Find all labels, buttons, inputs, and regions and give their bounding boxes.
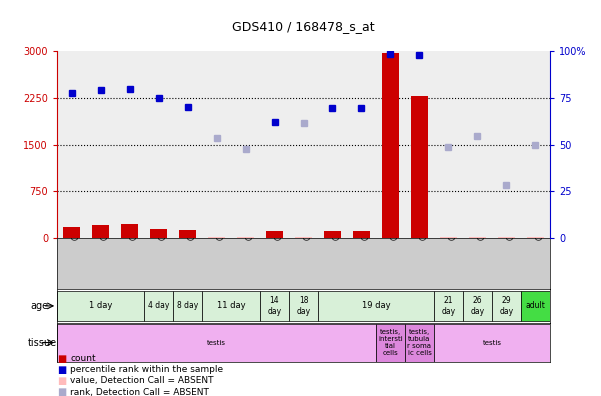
Text: ■: ■ xyxy=(57,365,66,375)
Text: tissue: tissue xyxy=(28,337,57,348)
Bar xyxy=(202,291,260,321)
Text: 29
day: 29 day xyxy=(499,296,513,316)
Bar xyxy=(57,291,144,321)
Bar xyxy=(150,228,167,238)
Bar xyxy=(463,291,492,321)
Text: 4 day: 4 day xyxy=(148,301,169,310)
Bar xyxy=(144,291,173,321)
Bar xyxy=(492,291,521,321)
Text: 26
day: 26 day xyxy=(471,296,484,316)
Text: GSM9885: GSM9885 xyxy=(216,204,225,240)
Text: testis,
tubula
r soma
ic cells: testis, tubula r soma ic cells xyxy=(407,329,432,356)
Bar xyxy=(92,225,109,238)
Bar xyxy=(526,237,544,238)
Text: GSM9912: GSM9912 xyxy=(391,204,400,240)
Text: GSM9891: GSM9891 xyxy=(275,204,284,240)
Text: value, Detection Call = ABSENT: value, Detection Call = ABSENT xyxy=(70,377,214,385)
Text: GSM9888: GSM9888 xyxy=(246,204,255,240)
Text: GSM9915: GSM9915 xyxy=(419,204,429,240)
Bar xyxy=(434,291,463,321)
Bar xyxy=(63,227,81,238)
Text: 14
day: 14 day xyxy=(267,296,282,316)
Text: GSM9873: GSM9873 xyxy=(100,204,109,240)
Bar xyxy=(295,237,312,238)
Bar xyxy=(173,291,202,321)
Text: count: count xyxy=(70,354,96,363)
Text: GSM9897: GSM9897 xyxy=(332,204,341,240)
Text: GSM9876: GSM9876 xyxy=(130,204,139,240)
Text: GSM9906: GSM9906 xyxy=(477,204,486,240)
Text: 8 day: 8 day xyxy=(177,301,198,310)
Text: age: age xyxy=(30,301,49,311)
Bar xyxy=(353,231,370,238)
Bar xyxy=(121,224,138,238)
Bar xyxy=(289,291,318,321)
Text: ■: ■ xyxy=(57,387,66,396)
Text: GSM9900: GSM9900 xyxy=(361,204,370,240)
Bar xyxy=(376,324,405,362)
Text: 1 day: 1 day xyxy=(89,301,112,310)
Text: 11 day: 11 day xyxy=(217,301,245,310)
Bar xyxy=(521,291,550,321)
Text: ■: ■ xyxy=(57,354,66,364)
Bar xyxy=(382,53,399,238)
Bar xyxy=(498,237,515,238)
Text: 19 day: 19 day xyxy=(362,301,390,310)
Bar xyxy=(469,237,486,238)
Text: GSM9867: GSM9867 xyxy=(535,204,545,240)
Bar xyxy=(179,230,197,238)
Bar xyxy=(434,324,550,362)
Text: GSM9882: GSM9882 xyxy=(188,204,197,240)
Bar xyxy=(260,291,289,321)
Text: GSM9909: GSM9909 xyxy=(507,204,516,240)
Bar xyxy=(208,237,225,238)
Bar xyxy=(324,231,341,238)
Text: GSM9903: GSM9903 xyxy=(448,204,457,240)
Bar xyxy=(440,237,457,238)
Text: testis: testis xyxy=(483,339,501,346)
Text: testis,
intersti
tial
cells: testis, intersti tial cells xyxy=(378,329,403,356)
Bar xyxy=(266,231,283,238)
Text: rank, Detection Call = ABSENT: rank, Detection Call = ABSENT xyxy=(70,388,209,396)
Bar xyxy=(318,291,434,321)
Text: percentile rank within the sample: percentile rank within the sample xyxy=(70,366,224,374)
Text: GSM9894: GSM9894 xyxy=(304,204,313,240)
Text: GSM9879: GSM9879 xyxy=(159,204,168,240)
Text: 21
day: 21 day xyxy=(441,296,456,316)
Text: 18
day: 18 day xyxy=(296,296,311,316)
Bar xyxy=(410,96,428,238)
Text: adult: adult xyxy=(525,301,545,310)
Bar xyxy=(405,324,434,362)
Bar xyxy=(57,324,376,362)
Text: GDS410 / 168478_s_at: GDS410 / 168478_s_at xyxy=(232,20,375,33)
Text: testis: testis xyxy=(207,339,226,346)
Text: ■: ■ xyxy=(57,376,66,386)
Text: GSM9870: GSM9870 xyxy=(72,204,81,240)
